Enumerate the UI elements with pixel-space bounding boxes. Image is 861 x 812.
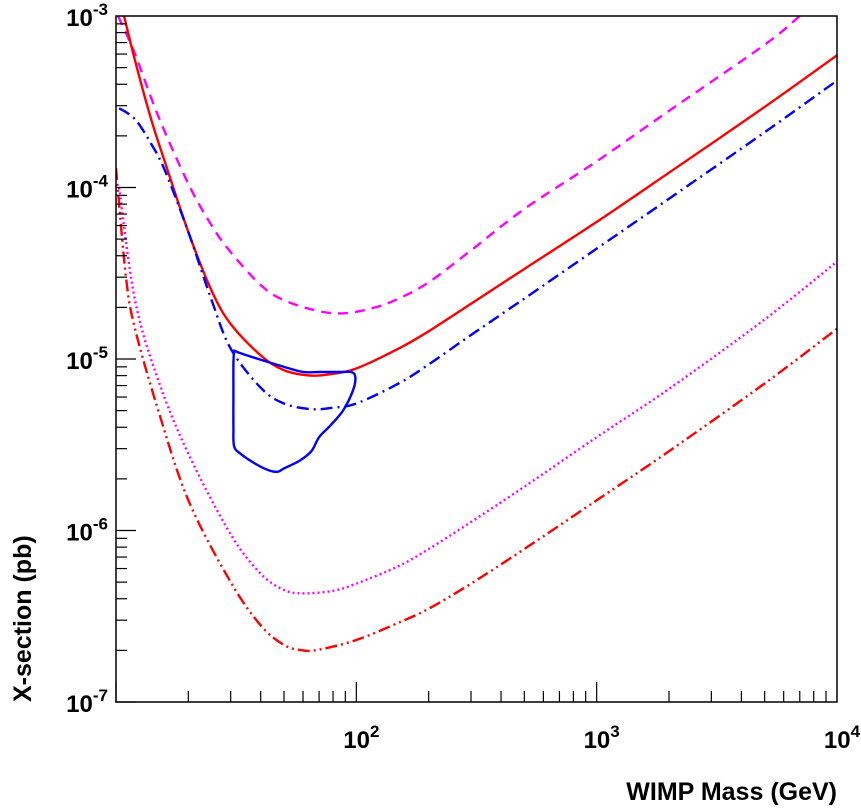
series-line-2 [122, 16, 837, 377]
ticks-layer [115, 23, 827, 703]
y-axis-title: X-section (pb) [9, 535, 37, 702]
tick-labels-layer: 102 103 104 10-3 10-4 10-5 10-6 10-7 [66, 0, 860, 754]
plot-frame [115, 15, 838, 703]
y-tick-label: 10-3 [66, 0, 108, 32]
series-line-6 [232, 349, 357, 474]
series-line-5 [116, 167, 837, 653]
y-tick-label: 10-7 [66, 686, 108, 718]
x-tick-label: 103 [584, 722, 620, 754]
curves-layer [116, 16, 837, 653]
series-line-1 [116, 16, 801, 315]
x-tick-label: 102 [343, 722, 379, 754]
y-tick-label: 10-4 [66, 172, 108, 204]
x-axis-title: WIMP Mass (GeV) [626, 778, 837, 806]
series-line-3 [118, 79, 837, 411]
y-tick-label: 10-5 [66, 343, 108, 375]
y-tick-label: 10-6 [66, 515, 108, 547]
x-tick-label: 104 [824, 722, 861, 754]
